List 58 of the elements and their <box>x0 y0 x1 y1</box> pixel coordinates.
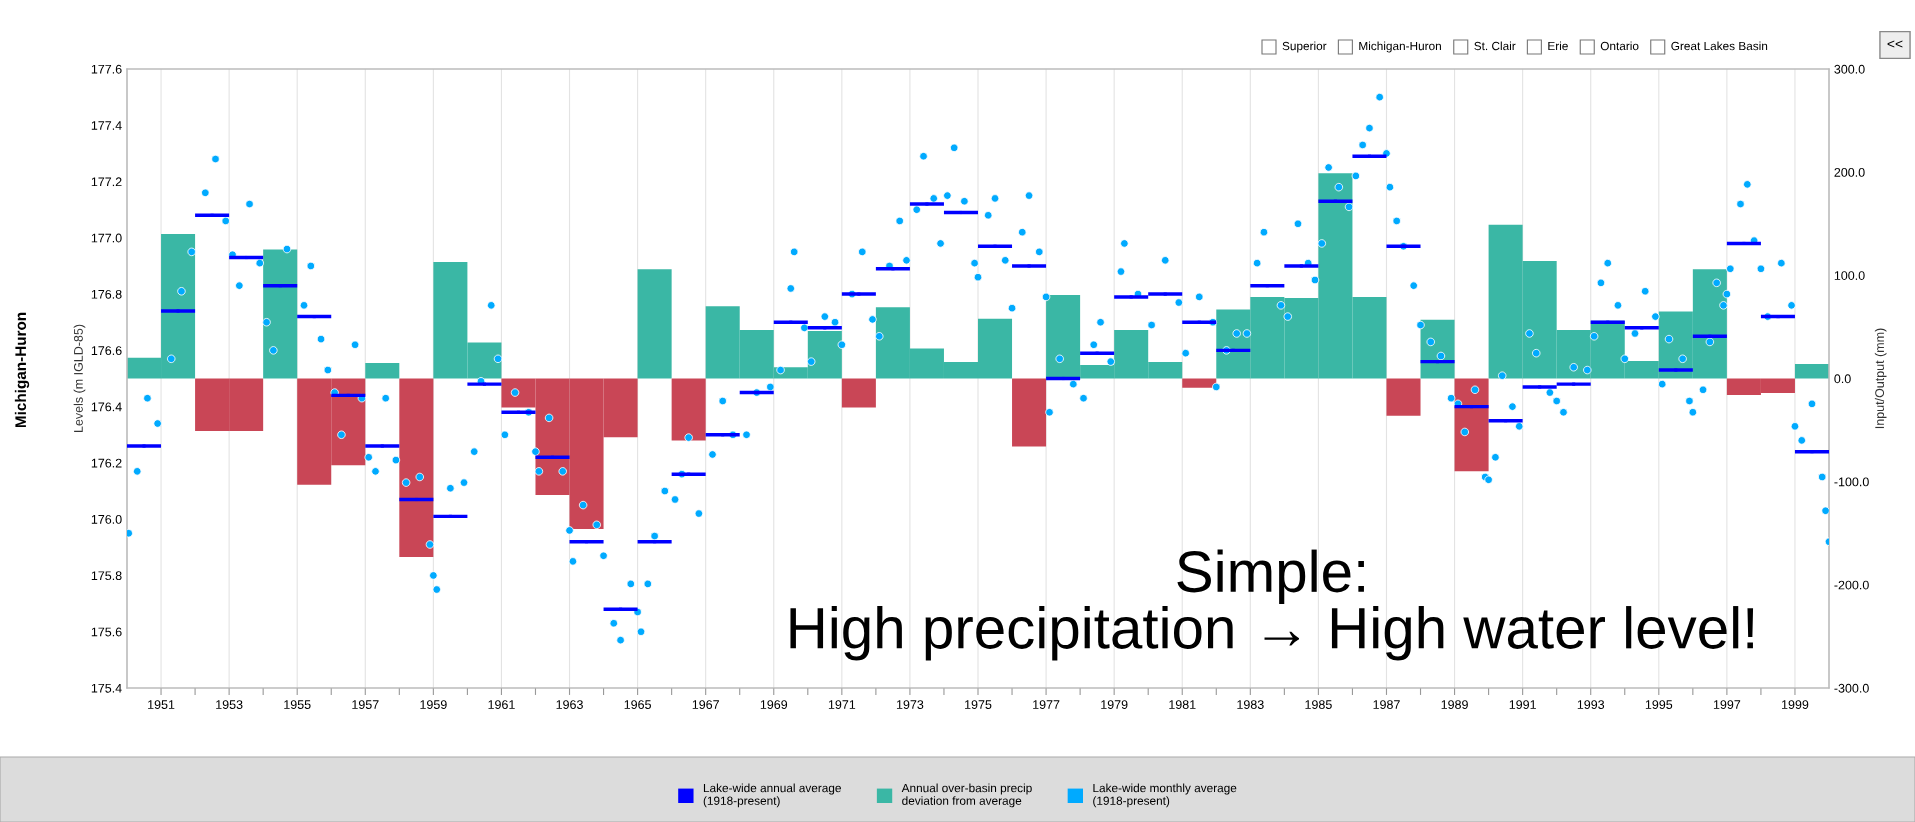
x-tick-label: 1995 <box>1645 700 1673 709</box>
x-tick-label: 1957 <box>352 700 379 709</box>
x-tick-label: 1983 <box>1237 700 1264 709</box>
y-tick-label: 177.2 <box>91 177 122 187</box>
x-tick-label: 1993 <box>1577 700 1605 709</box>
y-tick-label: 177.6 <box>91 64 122 74</box>
x-tick-label: 1981 <box>1169 700 1196 709</box>
text: St. Clair <box>1474 41 1516 51</box>
text: Erie <box>1548 41 1568 51</box>
x-tick-label: 1953 <box>216 700 243 709</box>
x-tick-label: 1961 <box>488 700 515 709</box>
y2-tick-label: 300.0 <box>1834 64 1865 74</box>
y2-tick-label: -200.0 <box>1834 580 1869 590</box>
x-tick-label: 1989 <box>1441 700 1468 709</box>
text: Michigan-Huron <box>1359 41 1441 53</box>
y-tick-label: 175.4 <box>91 683 122 693</box>
x-tick-label: 1971 <box>828 700 856 709</box>
x-tick-label: 1985 <box>1305 700 1332 709</box>
x-tick-label: 1977 <box>1033 700 1060 709</box>
x-tick-label: 1963 <box>556 700 583 709</box>
y2-axis-title: Input/Output (mm) <box>1874 328 1887 429</box>
y-tick-label: 175.8 <box>91 571 122 581</box>
x-tick-label: 1973 <box>896 700 924 709</box>
y2-tick-label: -100.0 <box>1834 477 1869 487</box>
x-tick-label: 1965 <box>624 700 651 709</box>
x-tick-label: 1979 <box>1101 700 1128 709</box>
y-tick-label: 177.0 <box>91 233 122 243</box>
y2-tick-label: -300.0 <box>1834 683 1869 693</box>
y-tick-label: 176.2 <box>91 458 122 468</box>
x-tick-label: 1987 <box>1373 700 1400 709</box>
y-tick-label: 176.8 <box>91 289 122 299</box>
x-tick-label: 1967 <box>692 700 719 709</box>
text: << <box>1887 40 1903 48</box>
text: Superior <box>1282 41 1327 53</box>
x-tick-label: 1975 <box>965 700 992 709</box>
annotation: Simple: High precipitation → High water level! <box>790 549 1754 661</box>
y2-tick-label: 0.0 <box>1834 374 1851 384</box>
y2-tick-label: 200.0 <box>1834 167 1865 177</box>
x-tick-label: 1959 <box>420 700 447 709</box>
legend-label: Lake-wide monthly average (1918-present) <box>1093 783 1237 808</box>
y-axis-title: Levels (m IGLD-85) <box>73 324 86 432</box>
y-tick-label: 176.0 <box>91 514 122 524</box>
x-tick-label: 1969 <box>760 700 788 709</box>
y-tick-label: 177.4 <box>91 121 122 130</box>
x-tick-label: 1955 <box>284 700 311 709</box>
text: Ontario <box>1600 41 1639 51</box>
x-tick-label: 1997 <box>1713 700 1741 709</box>
y-tick-label: 175.6 <box>91 627 122 637</box>
text: Great Lakes Basin <box>1671 41 1768 51</box>
y-tick-label: 176.4 <box>91 402 122 412</box>
y2-tick-label: 100.0 <box>1834 271 1865 280</box>
legend-label: Lake-wide annual average (1918-present) <box>703 783 841 808</box>
x-tick-label: 1999 <box>1782 700 1809 709</box>
legend-label: Annual over-basin precip deviation from average <box>901 783 1032 808</box>
x-tick-label: 1951 <box>148 700 175 709</box>
y-tick-label: 176.6 <box>91 346 122 356</box>
text: Michigan-Huron <box>14 312 30 428</box>
x-tick-label: 1991 <box>1509 700 1536 709</box>
